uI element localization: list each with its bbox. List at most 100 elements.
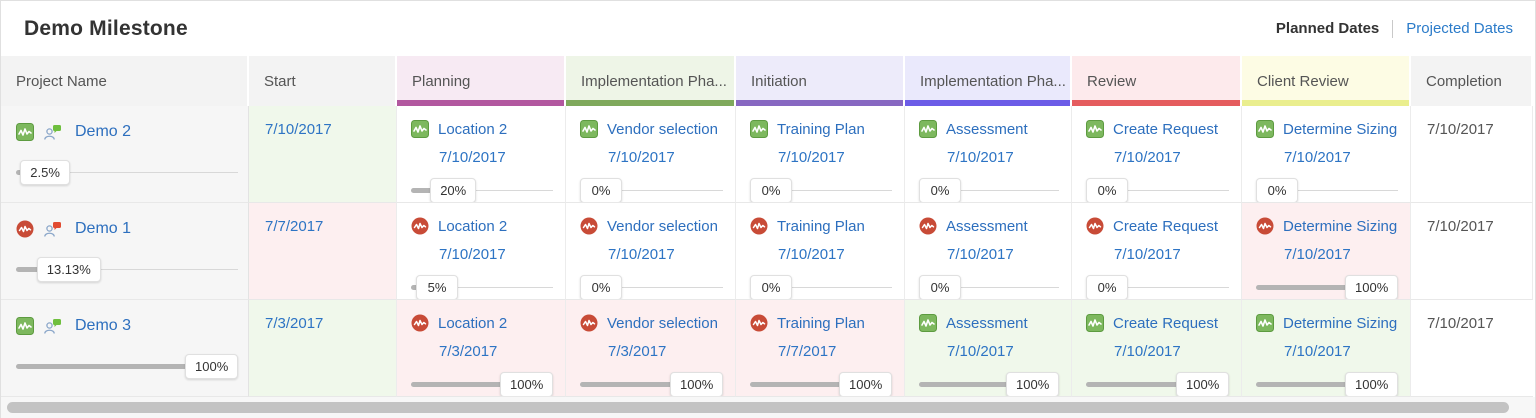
task-link[interactable]: Location 2 (438, 217, 508, 235)
task-progress-slider[interactable]: 100% (1256, 274, 1399, 299)
task-progress-slider[interactable]: 100% (1256, 371, 1399, 396)
slider-track (750, 190, 892, 191)
task-link[interactable]: Assessment (946, 120, 1028, 138)
progress-value[interactable]: 100% (1345, 372, 1399, 396)
column-header-label: Completion (1426, 72, 1502, 90)
task-progress-slider[interactable]: 0% (1086, 177, 1229, 202)
project-name-link[interactable]: Demo 2 (75, 123, 132, 140)
task-health-icon (1256, 217, 1274, 235)
task-progress-slider[interactable]: 0% (1256, 177, 1398, 202)
task-link[interactable]: Vendor selection (607, 120, 718, 138)
divider (1392, 19, 1394, 38)
task-line: Location 2 (411, 119, 553, 139)
task-link[interactable]: Location 2 (438, 314, 508, 332)
task-progress-slider[interactable]: 0% (750, 274, 892, 299)
progress-value[interactable]: 0% (580, 178, 622, 202)
column-header-label: Initiation (751, 72, 807, 90)
task-line: Determine Sizing (1256, 313, 1398, 333)
task-progress-slider[interactable]: 0% (580, 177, 723, 202)
slider-fill (1256, 285, 1350, 290)
task-cell: Assessment 7/10/2017 100% (905, 300, 1072, 397)
progress-value[interactable]: 100% (1345, 275, 1399, 299)
task-link[interactable]: Determine Sizing (1283, 120, 1398, 138)
task-link[interactable]: Create Request (1113, 217, 1219, 235)
task-link[interactable]: Create Request (1113, 120, 1219, 138)
task-progress-slider[interactable]: 0% (919, 274, 1059, 299)
task-progress-slider[interactable]: 100% (411, 371, 554, 396)
task-date: 7/10/2017 (1114, 343, 1181, 360)
task-link[interactable]: Assessment (946, 314, 1028, 332)
progress-value[interactable]: 2.5% (20, 160, 70, 185)
task-date: 7/10/2017 (608, 246, 675, 263)
task-line: Assessment (919, 119, 1059, 139)
completion-cell: 7/10/2017 (1411, 300, 1533, 397)
task-cell: Location 2 7/10/2017 20% (397, 106, 566, 203)
task-progress-slider[interactable]: 0% (919, 177, 1059, 202)
project-progress-slider[interactable]: 13.13% (16, 256, 238, 284)
task-progress-slider[interactable]: 20% (411, 177, 553, 202)
task-health-icon (580, 120, 598, 138)
progress-value[interactable]: 0% (1086, 275, 1128, 299)
task-health-icon (411, 217, 429, 235)
progress-value[interactable]: 13.13% (36, 257, 101, 282)
phase-color-bar (736, 100, 903, 106)
slider-track (411, 287, 553, 288)
task-progress-slider[interactable]: 100% (1086, 371, 1230, 396)
progress-value[interactable]: 0% (750, 275, 792, 299)
progress-value[interactable]: 0% (1086, 178, 1128, 202)
project-name-link[interactable]: Demo 3 (75, 317, 132, 334)
progress-value[interactable]: 100% (185, 354, 239, 379)
task-link[interactable]: Vendor selection (607, 217, 718, 235)
progress-value[interactable]: 100% (670, 372, 724, 396)
column-header-2: Planning (397, 56, 566, 106)
task-link[interactable]: Training Plan (777, 217, 865, 235)
project-cell: Demo 1 13.13% (1, 203, 249, 300)
task-link[interactable]: Assessment (946, 217, 1028, 235)
task-link[interactable]: Determine Sizing (1283, 217, 1398, 235)
progress-value[interactable]: 0% (919, 178, 961, 202)
progress-value[interactable]: 100% (1006, 372, 1060, 396)
progress-value[interactable]: 0% (580, 275, 622, 299)
task-link[interactable]: Create Request (1113, 314, 1219, 332)
project-name-link[interactable]: Demo 1 (75, 220, 132, 237)
progress-value[interactable]: 0% (919, 275, 961, 299)
column-header-label: Client Review (1257, 72, 1349, 90)
task-date: 7/10/2017 (439, 246, 506, 263)
project-progress-slider[interactable]: 2.5% (16, 159, 238, 187)
task-progress-slider[interactable]: 100% (919, 371, 1060, 396)
task-progress-slider[interactable]: 0% (1086, 274, 1229, 299)
progress-value[interactable]: 5% (416, 275, 458, 299)
progress-value[interactable]: 100% (839, 372, 893, 396)
task-health-icon (750, 314, 768, 332)
task-date: 7/10/2017 (778, 149, 845, 166)
progress-value[interactable]: 0% (1256, 178, 1298, 202)
task-progress-slider[interactable]: 100% (580, 371, 724, 396)
task-health-icon (750, 217, 768, 235)
column-header-label: Implementation Pha... (920, 72, 1066, 90)
progress-value[interactable]: 0% (750, 178, 792, 202)
planned-dates-tab[interactable]: Planned Dates (1275, 20, 1380, 37)
progress-value[interactable]: 100% (500, 372, 554, 396)
project-progress-slider[interactable]: 100% (16, 353, 239, 381)
task-link[interactable]: Location 2 (438, 120, 508, 138)
slider-fill (16, 364, 190, 369)
phase-color-bar (1242, 100, 1409, 106)
task-date: 7/3/2017 (608, 343, 667, 360)
task-progress-slider[interactable]: 0% (750, 177, 892, 202)
task-link[interactable]: Training Plan (777, 120, 865, 138)
task-link[interactable]: Determine Sizing (1283, 314, 1398, 332)
task-progress-slider[interactable]: 0% (580, 274, 723, 299)
task-date: 7/10/2017 (439, 149, 506, 166)
task-link[interactable]: Training Plan (777, 314, 865, 332)
progress-value[interactable]: 100% (1176, 372, 1230, 396)
column-header-label: Review (1087, 72, 1137, 90)
task-progress-slider[interactable]: 5% (411, 274, 553, 299)
task-health-icon (580, 217, 598, 235)
projected-dates-tab[interactable]: Projected Dates (1406, 20, 1513, 37)
task-cell: Create Request 7/10/2017 0% (1072, 203, 1242, 300)
task-link[interactable]: Vendor selection (607, 314, 718, 332)
scrollbar-thumb[interactable] (7, 402, 1509, 413)
task-cell: Create Request 7/10/2017 100% (1072, 300, 1242, 397)
progress-value[interactable]: 20% (430, 178, 477, 202)
task-progress-slider[interactable]: 100% (750, 371, 893, 396)
